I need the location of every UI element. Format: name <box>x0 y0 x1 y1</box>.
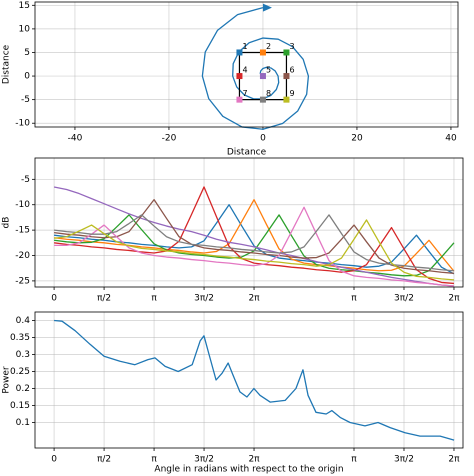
y-tick-label: 0.3 <box>16 350 30 360</box>
element-marker <box>283 96 290 103</box>
x-tick-label: 20 <box>351 134 363 144</box>
y-axis-label: Distance <box>2 44 12 84</box>
series-line <box>54 319 455 441</box>
element-marker <box>259 73 266 80</box>
y-tick-label: -5 <box>21 175 30 185</box>
y-tick-label: 10 <box>19 24 31 34</box>
element-marker <box>283 49 290 56</box>
x-tick-label: 3π/2 <box>194 294 214 304</box>
axes-frame <box>34 311 464 449</box>
element-marker <box>236 49 243 56</box>
x-tick-label: π <box>151 455 157 465</box>
x-tick-label: -40 <box>68 134 83 144</box>
y-tick-label: 0.25 <box>10 367 30 377</box>
element-label: 9 <box>289 89 294 98</box>
x-tick-label: 3π/2 <box>194 455 214 465</box>
x-tick-label: 0 <box>51 294 57 304</box>
x-tick-label: 40 <box>445 134 457 144</box>
element-marker <box>236 73 243 80</box>
y-tick-label: -5 <box>21 95 30 105</box>
y-tick-label: -15 <box>15 226 30 236</box>
x-tick-label: 2π <box>248 294 260 304</box>
y-tick-label: 0.35 <box>10 333 30 343</box>
y-tick-label: 15 <box>19 1 30 11</box>
axes-frame <box>34 1 459 128</box>
element-label: 8 <box>266 89 271 98</box>
x-tick-label: 3π/2 <box>394 455 414 465</box>
element-label: 4 <box>242 66 247 75</box>
series-line <box>54 214 455 272</box>
y-tick-label: -10 <box>15 200 30 210</box>
y-axis-label: dB <box>2 217 12 229</box>
axes-frame <box>34 157 464 288</box>
element-label: 3 <box>289 42 294 51</box>
x-tick-label: π <box>351 455 357 465</box>
element-label: 1 <box>242 42 247 51</box>
series-line <box>54 199 455 272</box>
series-line <box>54 219 455 281</box>
y-tick-label: 0.15 <box>10 401 30 411</box>
x-tick-label: π/2 <box>97 455 111 465</box>
series-line <box>54 186 455 285</box>
x-tick-label: π <box>351 294 357 304</box>
element-marker <box>259 96 266 103</box>
y-tick-label: 0.1 <box>16 418 30 428</box>
series-line <box>53 186 455 287</box>
element-marker <box>259 49 266 56</box>
y-tick-label: 0.2 <box>16 384 30 394</box>
element-marker <box>283 73 290 80</box>
element-label: 6 <box>289 66 294 75</box>
element-label: 2 <box>266 42 271 51</box>
x-tick-label: 0 <box>260 134 266 144</box>
element-marker <box>236 96 243 103</box>
x-tick-label: -20 <box>162 134 177 144</box>
y-tick-label: -10 <box>15 119 30 129</box>
x-axis-label: Distance <box>227 148 267 158</box>
element-label: 7 <box>242 89 247 98</box>
y-axis-label: Power <box>2 366 12 394</box>
series-line <box>54 206 455 287</box>
x-tick-label: 3π/2 <box>394 294 414 304</box>
y-tick-label: 5 <box>24 48 30 58</box>
x-tick-label: 2π <box>448 455 460 465</box>
x-tick-label: 2π <box>448 294 460 304</box>
y-tick-label: 0 <box>24 72 30 82</box>
arrow-head <box>262 3 272 12</box>
y-tick-label: -25 <box>15 276 30 286</box>
y-tick-label: 0.4 <box>16 316 31 326</box>
x-axis-label: Angle in radians with respect to the ori… <box>154 465 343 475</box>
x-tick-label: 2π <box>248 455 260 465</box>
x-tick-label: π/2 <box>97 294 111 304</box>
x-tick-label: π <box>151 294 157 304</box>
element-label: 5 <box>266 66 271 75</box>
x-tick-label: 0 <box>51 455 57 465</box>
series-line <box>54 199 455 274</box>
y-tick-label: -20 <box>15 251 30 261</box>
